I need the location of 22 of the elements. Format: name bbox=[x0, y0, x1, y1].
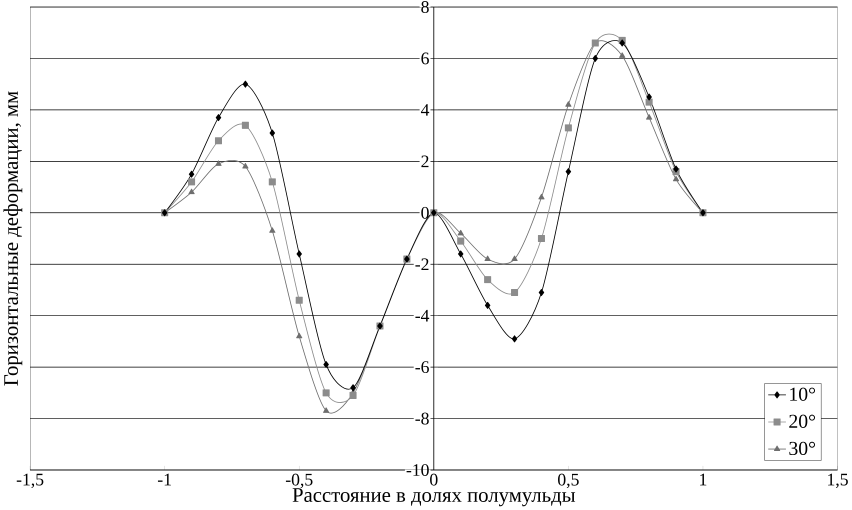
x-tick-label: 0,5 bbox=[558, 474, 579, 488]
x-tick-label: -1,5 bbox=[16, 474, 44, 488]
x-axis-title: Расстояние в долях полумульды bbox=[292, 488, 576, 506]
legend-label: 30° bbox=[789, 442, 816, 456]
x-tick-label: 1 bbox=[700, 474, 706, 486]
y-tick-label: -2 bbox=[415, 258, 428, 270]
x-tick-label: 0 bbox=[430, 474, 438, 486]
y-tick-label: -8 bbox=[415, 412, 429, 425]
y-tick-label: -4 bbox=[415, 310, 430, 322]
legend-label: 20° bbox=[789, 414, 816, 428]
y-tick-label: 2 bbox=[421, 156, 428, 168]
x-tick-label: -1 bbox=[158, 474, 171, 486]
legend-label: 10° bbox=[790, 388, 816, 401]
y-axis-title: Горизонтальные деформации, мм bbox=[3, 91, 22, 386]
y-tick-label: -10 bbox=[406, 464, 429, 476]
y-tick-label: 0 bbox=[421, 206, 429, 219]
y-tick-label: 8 bbox=[421, 1, 429, 14]
y-tick-label: 6 bbox=[421, 52, 429, 64]
y-tick-label: 4 bbox=[420, 104, 430, 116]
x-tick-label: -0,5 bbox=[286, 474, 312, 488]
x-tick-label: 1,5 bbox=[828, 474, 848, 488]
y-tick-label: -6 bbox=[415, 361, 429, 374]
